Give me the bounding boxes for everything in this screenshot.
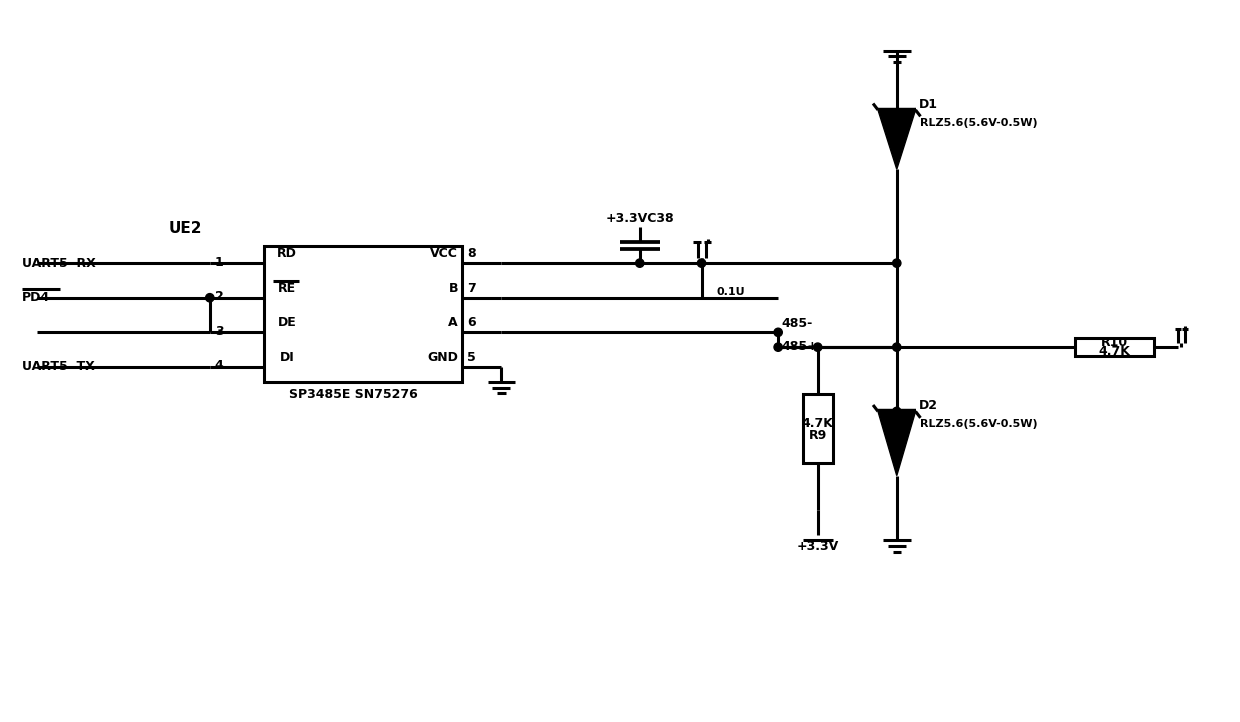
Circle shape (636, 259, 644, 267)
Text: DI: DI (279, 351, 294, 364)
Text: RLZ5.6(5.6V-0.5W): RLZ5.6(5.6V-0.5W) (920, 118, 1037, 128)
Text: 4.7K: 4.7K (1099, 345, 1130, 358)
Text: +3.3VC38: +3.3VC38 (605, 212, 675, 225)
Text: 2: 2 (215, 290, 223, 303)
Text: 5: 5 (466, 351, 475, 364)
Polygon shape (878, 110, 915, 169)
Text: A: A (449, 316, 458, 329)
Text: GND: GND (427, 351, 458, 364)
Circle shape (697, 259, 706, 267)
Circle shape (813, 343, 822, 352)
Text: 0.1U: 0.1U (717, 287, 745, 297)
Text: 7: 7 (466, 282, 475, 295)
Text: +3.3V: +3.3V (796, 540, 838, 553)
Text: 3: 3 (215, 325, 223, 338)
Text: 4.7K: 4.7K (802, 417, 833, 430)
Text: 4: 4 (215, 360, 223, 373)
Text: RD: RD (277, 247, 296, 260)
Text: VCC: VCC (430, 247, 458, 260)
Text: B: B (449, 282, 458, 295)
Text: RE: RE (278, 282, 296, 295)
Text: 8: 8 (466, 247, 475, 260)
Text: D2: D2 (919, 399, 937, 412)
Text: R9: R9 (808, 429, 827, 442)
Bar (802, 394, 832, 464)
Polygon shape (878, 412, 915, 476)
Text: R10: R10 (1101, 336, 1128, 349)
Text: DE: DE (278, 316, 296, 329)
Circle shape (893, 343, 901, 352)
Text: 6: 6 (466, 316, 475, 329)
Text: 485-: 485- (781, 318, 812, 331)
Text: 1: 1 (215, 256, 223, 269)
Circle shape (893, 407, 901, 416)
Text: 485+: 485+ (781, 339, 818, 352)
Text: UE2: UE2 (169, 221, 202, 236)
Circle shape (206, 294, 215, 302)
Circle shape (774, 343, 782, 352)
Text: RLZ5.6(5.6V-0.5W): RLZ5.6(5.6V-0.5W) (920, 419, 1037, 430)
Bar (264, 246, 461, 382)
Text: SP3485E SN75276: SP3485E SN75276 (289, 388, 418, 401)
Text: PD4: PD4 (22, 291, 50, 304)
Circle shape (893, 259, 901, 267)
Text: UART5  TX: UART5 TX (22, 360, 94, 373)
Text: D1: D1 (919, 98, 937, 111)
Text: UART5  RX: UART5 RX (22, 256, 95, 269)
Bar (1075, 339, 1153, 356)
Circle shape (774, 329, 782, 336)
